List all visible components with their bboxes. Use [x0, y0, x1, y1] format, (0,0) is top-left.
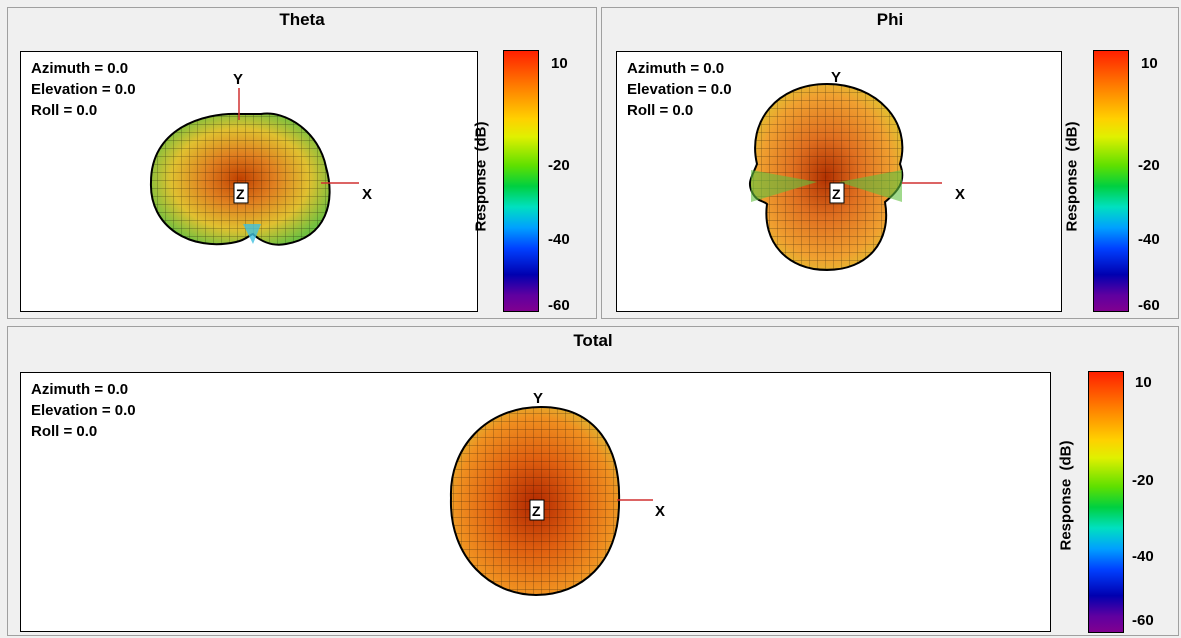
colorbar-tick: -20 [1138, 157, 1160, 174]
panel-title: Phi [876, 10, 904, 29]
colorbar-tick: 10 [551, 55, 568, 72]
elevation-readout: Elevation = 0.0 [627, 81, 732, 98]
z-axis-label: Z [532, 503, 541, 519]
colorbar-tick: -20 [548, 157, 570, 174]
roll-readout: Roll = 0.0 [627, 102, 694, 119]
plot-area[interactable]: Azimuth = 0.0 Elevation = 0.0 Roll = 0.0 [616, 51, 1062, 312]
panel-title: Total [573, 331, 613, 350]
colorbar-tick: -40 [1138, 231, 1160, 248]
theta-panel: Theta Azimuth = 0.0 Elevation = 0.0 Roll… [7, 7, 597, 319]
colorbar: Response (dB) 10 -20 -40 -60 [1047, 48, 1180, 318]
colorbar-tick: -60 [1132, 612, 1154, 629]
colorbar-label: Response (dB) [472, 121, 490, 232]
pattern-surface [149, 112, 331, 246]
colorbar-tick: -60 [548, 297, 570, 314]
pattern-surface [748, 82, 904, 272]
panel-title: Theta [279, 10, 325, 29]
orientation-readout: Azimuth = 0.0 Elevation = 0.0 Roll = 0.0 [627, 58, 732, 121]
colorbar-tick: -40 [548, 231, 570, 248]
plot-area[interactable]: Azimuth = 0.0 Elevation = 0.0 Roll = 0.0 [20, 51, 478, 312]
pattern-svg: Y X Z [449, 390, 665, 597]
colorbar-label: Response (dB) [1057, 440, 1075, 551]
colorbar-tick: -60 [1138, 297, 1160, 314]
azimuth-readout: Azimuth = 0.0 [627, 60, 725, 77]
colorbar-label: Response (dB) [1063, 121, 1081, 232]
elevation-readout: Elevation = 0.0 [31, 81, 136, 98]
z-axis-label: Z [236, 186, 245, 202]
colorbar-tick: 10 [1141, 55, 1158, 72]
colorbar: Response (dB) 10 -20 -40 -60 [1048, 367, 1180, 635]
orientation-readout: Azimuth = 0.0 Elevation = 0.0 Roll = 0.0 [31, 379, 136, 442]
x-axis-label: X [955, 186, 965, 203]
colorbar-tick: -20 [1132, 472, 1154, 489]
roll-readout: Roll = 0.0 [31, 423, 98, 440]
total-panel: Total Azimuth = 0.0 Elevation = 0.0 Roll… [7, 326, 1179, 636]
colorbar-tick: 10 [1135, 374, 1152, 391]
z-axis-label: Z [832, 186, 841, 202]
azimuth-readout: Azimuth = 0.0 [31, 381, 129, 398]
elevation-readout: Elevation = 0.0 [31, 402, 136, 419]
phi-panel: Phi Azimuth = 0.0 Elevation = 0.0 Roll =… [601, 7, 1179, 319]
azimuth-readout: Azimuth = 0.0 [31, 60, 129, 77]
colorbar-gradient [503, 50, 539, 312]
y-axis-label: Y [233, 71, 243, 88]
colorbar: Response (dB) 10 -20 -40 -60 [463, 48, 598, 318]
colorbar-gradient [1088, 371, 1124, 633]
plot-area[interactable]: Azimuth = 0.0 Elevation = 0.0 Roll = 0.0 [20, 372, 1051, 632]
colorbar-gradient [1093, 50, 1129, 312]
orientation-readout: Azimuth = 0.0 Elevation = 0.0 Roll = 0.0 [31, 58, 136, 121]
y-axis-label: Y [831, 69, 841, 86]
roll-readout: Roll = 0.0 [31, 102, 98, 119]
x-axis-label: X [655, 503, 665, 520]
pattern-svg: Y X Z [149, 71, 372, 246]
colorbar-tick: -40 [1132, 548, 1154, 565]
pattern-svg: Y X Z [748, 69, 965, 272]
y-axis-label: Y [533, 390, 543, 407]
x-axis-label: X [362, 186, 372, 203]
